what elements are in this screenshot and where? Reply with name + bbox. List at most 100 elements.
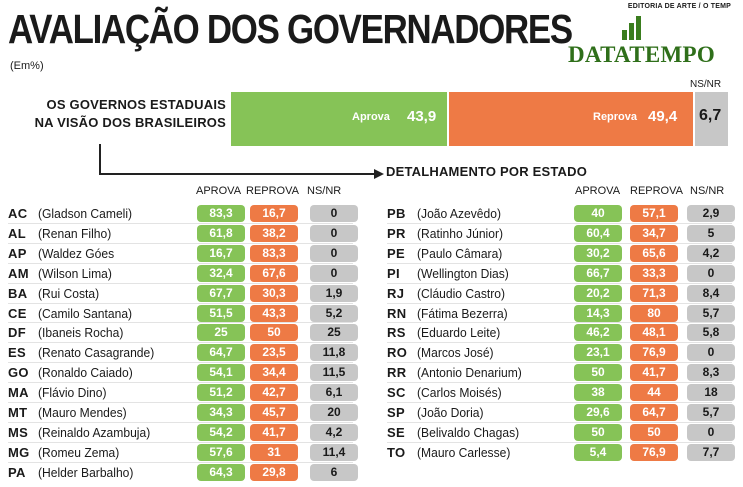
state-code: ES: [8, 345, 26, 360]
governor-name: (Camilo Santana): [38, 306, 133, 321]
table-row: PA (Helder Barbalho) 64,3 29,8 6: [8, 464, 358, 482]
connector-arrow: [99, 144, 384, 179]
table-row: PR (Ratinho Júnior) 60,4 34,7 5: [387, 225, 735, 243]
row-divider: [8, 263, 353, 264]
aprova-value: 60,4: [574, 225, 622, 242]
summary-segment-approve-value: 43,9: [407, 108, 437, 125]
bar-chart-icon: [620, 16, 644, 40]
editoria-credit: EDITORIA DE ARTE / O TEMP: [627, 3, 731, 10]
row-divider: [8, 322, 353, 323]
row-divider: [8, 283, 353, 284]
nsnr-value: 11,5: [310, 364, 358, 381]
reprova-value: 45,7: [250, 404, 298, 421]
governor-name: (Mauro Mendes): [38, 405, 127, 420]
row-divider: [8, 243, 353, 244]
governor-name: (Paulo Câmara): [417, 246, 503, 261]
table-row: AP (Waldez Góes 16,7 83,3 0: [8, 245, 358, 263]
table-row: MS (Reinaldo Azambuja) 54,2 41,7 4,2: [8, 424, 358, 442]
state-code: AP: [8, 246, 27, 261]
row-divider: [387, 382, 732, 383]
table-row: AC (Gladson Cameli) 83,3 16,7 0: [8, 205, 358, 223]
aprova-value: 57,6: [197, 444, 245, 461]
nsnr-value: 0: [687, 344, 735, 361]
nsnr-value: 20: [310, 404, 358, 421]
reprova-value: 65,6: [630, 245, 678, 262]
table-row: RO (Marcos José) 23,1 76,9 0: [387, 344, 735, 362]
nsnr-value: 0: [687, 424, 735, 441]
summary-title-line-2: NA VISÃO DOS BRASILEIROS: [34, 115, 226, 130]
aprova-value: 83,3: [197, 205, 245, 222]
table-row: PB (João Azevêdo) 40 57,1 2,9: [387, 205, 735, 223]
governor-name: (Eduardo Leite): [417, 325, 501, 340]
reprova-value: 76,9: [630, 444, 678, 461]
summary-segment-approve-label: Aprova: [352, 111, 390, 123]
governor-name: (Marcos José): [417, 345, 494, 360]
row-divider: [387, 342, 732, 343]
aprova-value: 64,7: [197, 344, 245, 361]
reprova-value: 41,7: [630, 364, 678, 381]
nsnr-value: 0: [310, 265, 358, 282]
governor-name: (Reinaldo Azambuja): [38, 425, 151, 440]
row-divider: [387, 362, 732, 363]
right-col-reprova: REPROVA: [630, 185, 683, 197]
state-code: MG: [8, 445, 30, 460]
summary-segment-approve: Aprova 43,9: [231, 92, 447, 146]
aprova-value: 46,2: [574, 324, 622, 341]
aprova-value: 50: [574, 424, 622, 441]
row-divider: [387, 422, 732, 423]
state-code: DF: [8, 325, 26, 340]
governor-name: (Helder Barbalho): [38, 465, 134, 480]
nsnr-value: 0: [310, 205, 358, 222]
state-code: AM: [8, 266, 29, 281]
nsnr-value: 1,9: [310, 285, 358, 302]
state-code: RS: [387, 325, 406, 340]
aprova-value: 54,2: [197, 424, 245, 441]
aprova-value: 40: [574, 205, 622, 222]
nsnr-value: 18: [687, 384, 735, 401]
aprova-value: 23,1: [574, 344, 622, 361]
summary-segment-nsnr-value: 6,7: [699, 107, 722, 124]
governor-name: (Renan Filho): [38, 226, 112, 241]
state-code: MA: [8, 385, 29, 400]
reprova-value: 41,7: [250, 424, 298, 441]
reprova-value: 76,9: [630, 344, 678, 361]
state-code: PI: [387, 266, 400, 281]
state-code: SE: [387, 425, 405, 440]
state-code: TO: [387, 445, 406, 460]
reprova-value: 83,3: [250, 245, 298, 262]
governor-name: (Wilson Lima): [38, 266, 112, 281]
nsnr-value: 11,4: [310, 444, 358, 461]
reprova-value: 34,7: [630, 225, 678, 242]
reprova-value: 31: [250, 444, 298, 461]
nsnr-value: 6,1: [310, 384, 358, 401]
row-divider: [8, 342, 353, 343]
aprova-value: 5,4: [574, 444, 622, 461]
table-row: SE (Belivaldo Chagas) 50 50 0: [387, 424, 735, 442]
nsnr-value: 0: [310, 225, 358, 242]
state-code: AL: [8, 226, 26, 241]
aprova-value: 67,7: [197, 285, 245, 302]
reprova-value: 29,8: [250, 464, 298, 481]
state-code: MT: [8, 405, 28, 420]
page-title: AVALIAÇÃO DOS GOVERNADORES: [8, 6, 573, 52]
governor-name: (Flávio Dino): [38, 385, 107, 400]
reprova-value: 50: [250, 324, 298, 341]
nsnr-value: 5,7: [687, 404, 735, 421]
reprova-value: 80: [630, 305, 678, 322]
row-divider: [8, 382, 353, 383]
table-row: SP (João Doria) 29,6 64,7 5,7: [387, 404, 735, 422]
detail-title: DETALHAMENTO POR ESTADO: [386, 164, 588, 179]
right-col-nsnr: NS/NR: [690, 185, 725, 197]
summary-title: OS GOVERNOS ESTADUAIS NA VISÃO DOS BRASI…: [14, 96, 226, 132]
state-code: CE: [8, 306, 27, 321]
governor-name: (Ibaneis Rocha): [38, 325, 124, 340]
row-divider: [387, 322, 732, 323]
aprova-value: 66,7: [574, 265, 622, 282]
table-row: AL (Renan Filho) 61,8 38,2 0: [8, 225, 358, 243]
nsnr-value: 11,8: [310, 344, 358, 361]
state-code: BA: [8, 286, 28, 301]
reprova-value: 50: [630, 424, 678, 441]
aprova-value: 29,6: [574, 404, 622, 421]
aprova-value: 20,2: [574, 285, 622, 302]
left-col-reprova: REPROVA: [246, 185, 299, 197]
